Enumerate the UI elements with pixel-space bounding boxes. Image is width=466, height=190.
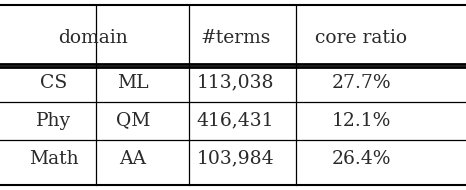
Text: 12.1%: 12.1% (331, 112, 391, 130)
Text: 103,984: 103,984 (197, 150, 274, 168)
Text: CS: CS (40, 74, 67, 92)
Text: Math: Math (29, 150, 78, 168)
Text: Phy: Phy (36, 112, 71, 130)
Text: 113,038: 113,038 (197, 74, 274, 92)
Text: QM: QM (116, 112, 150, 130)
Text: 416,431: 416,431 (197, 112, 274, 130)
Text: #terms: #terms (200, 29, 271, 47)
Text: domain: domain (58, 29, 128, 47)
Text: ML: ML (117, 74, 149, 92)
Text: AA: AA (119, 150, 146, 168)
Text: core ratio: core ratio (315, 29, 407, 47)
Text: 26.4%: 26.4% (331, 150, 391, 168)
Text: 27.7%: 27.7% (331, 74, 391, 92)
